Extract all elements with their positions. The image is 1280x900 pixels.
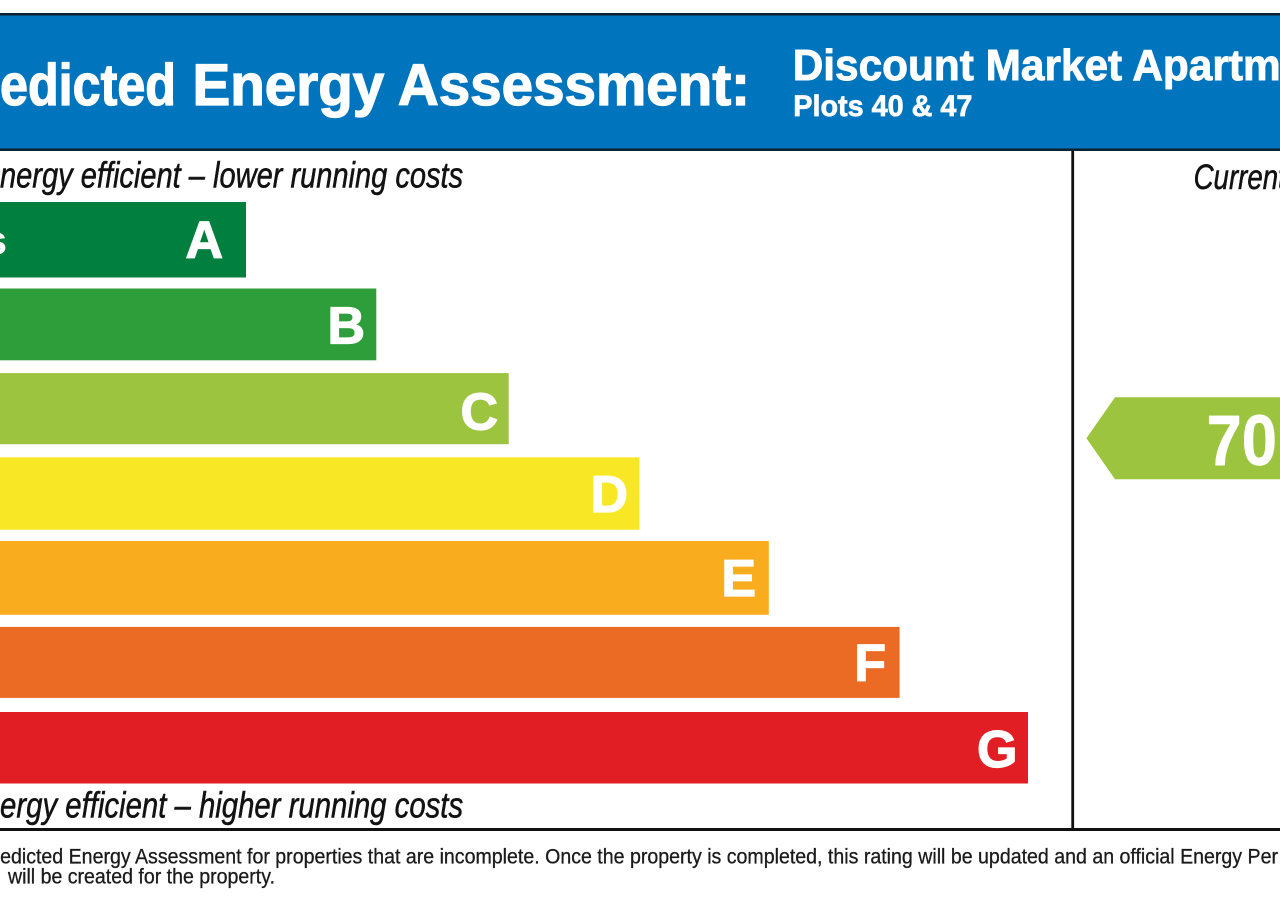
svg-text:B: B bbox=[327, 297, 365, 355]
svg-text:C: C bbox=[460, 384, 498, 442]
svg-text:F: F bbox=[854, 635, 886, 693]
svg-text:Less energy efficient – higher: Less energy efficient – higher running c… bbox=[0, 785, 463, 826]
svg-text:G: G bbox=[977, 721, 1017, 779]
svg-text:This is a Predicted Energy Ass: This is a Predicted Energy Assessment fo… bbox=[0, 845, 1278, 869]
svg-text:Very energy efficient – lower: Very energy efficient – lower running co… bbox=[0, 155, 463, 196]
svg-text:will be created for the proper: will be created for the property. bbox=[7, 865, 275, 889]
svg-text:D: D bbox=[590, 466, 628, 524]
svg-text:Discount Market Apartments: Discount Market Apartments bbox=[793, 41, 1280, 90]
svg-text:E: E bbox=[721, 550, 756, 608]
svg-text:92 plus: 92 plus bbox=[0, 219, 7, 263]
svg-text:Plots 40 & 47: Plots 40 & 47 bbox=[793, 90, 972, 123]
svg-text:Predicted: Predicted bbox=[0, 53, 176, 118]
svg-text:Energy Assessment:: Energy Assessment: bbox=[193, 53, 751, 118]
svg-text:Current: Current bbox=[1194, 158, 1280, 197]
svg-text:A: A bbox=[185, 211, 223, 269]
svg-text:70: 70 bbox=[1207, 402, 1278, 481]
